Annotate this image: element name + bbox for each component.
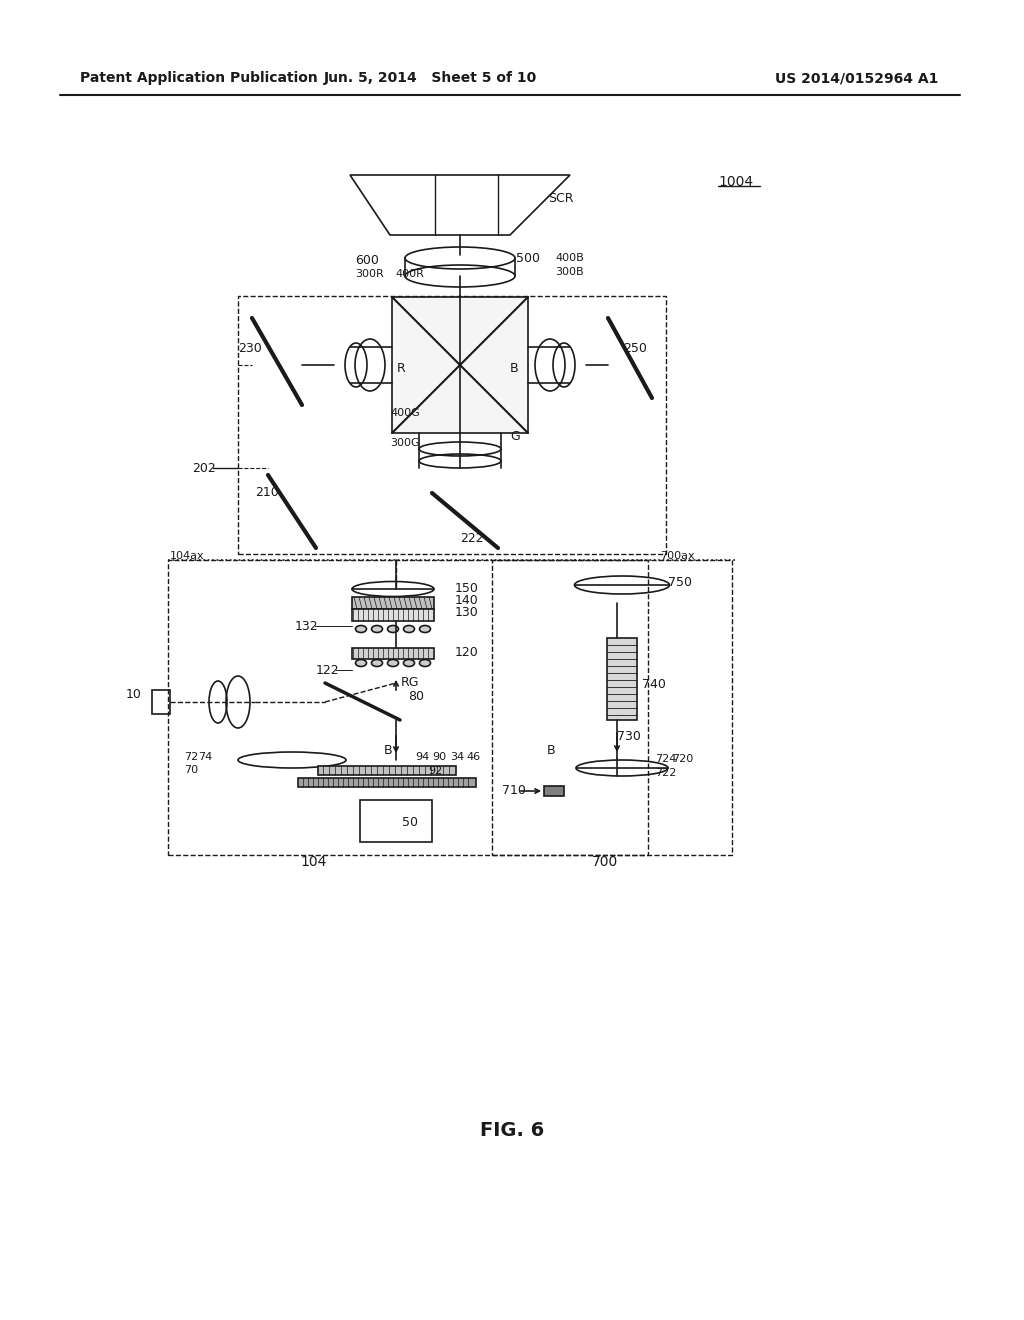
Text: 104: 104 (300, 855, 327, 869)
Text: 90: 90 (432, 752, 446, 762)
Text: 120: 120 (455, 645, 479, 659)
Bar (318, 766, 456, 775)
Bar (152, 690, 170, 714)
Text: 34: 34 (450, 752, 464, 762)
Text: 250: 250 (623, 342, 647, 355)
Text: 722: 722 (655, 768, 677, 777)
Text: 94: 94 (415, 752, 429, 762)
Text: 720: 720 (672, 754, 693, 764)
Text: 600: 600 (355, 253, 379, 267)
Text: 230: 230 (238, 342, 262, 355)
Text: 74: 74 (198, 752, 212, 762)
Text: 300R: 300R (355, 269, 384, 279)
Text: 730: 730 (617, 730, 641, 742)
Text: 400B: 400B (555, 253, 584, 263)
Text: 92: 92 (428, 766, 442, 776)
Bar (607, 638, 637, 719)
Text: 130: 130 (455, 606, 479, 619)
Text: G: G (510, 429, 520, 442)
Text: 122: 122 (316, 664, 340, 676)
Text: 700ax: 700ax (660, 550, 694, 561)
Text: 500: 500 (516, 252, 540, 264)
Ellipse shape (387, 626, 398, 632)
Text: 104ax: 104ax (170, 550, 205, 561)
Ellipse shape (355, 626, 367, 632)
Bar (168, 560, 648, 855)
Ellipse shape (403, 626, 415, 632)
Text: 400R: 400R (395, 269, 424, 279)
Text: 150: 150 (455, 582, 479, 594)
Text: R: R (397, 362, 406, 375)
Text: 724: 724 (655, 754, 677, 764)
Text: 202: 202 (193, 462, 216, 474)
Text: FIG. 6: FIG. 6 (480, 1121, 544, 1139)
Text: 140: 140 (455, 594, 479, 607)
Text: 10: 10 (126, 689, 142, 701)
Bar (352, 609, 434, 620)
Text: 80: 80 (408, 690, 424, 704)
Bar (492, 560, 732, 855)
Bar (238, 296, 666, 554)
Text: 132: 132 (295, 619, 318, 632)
Bar (298, 777, 476, 787)
Ellipse shape (403, 660, 415, 667)
Text: 72: 72 (184, 752, 199, 762)
Text: RG: RG (401, 676, 420, 689)
Bar (352, 597, 434, 609)
Text: 710: 710 (502, 784, 526, 796)
Text: 222: 222 (460, 532, 483, 544)
Bar (360, 800, 432, 842)
Text: 46: 46 (466, 752, 480, 762)
Text: SCR: SCR (548, 191, 573, 205)
Text: 750: 750 (668, 577, 692, 590)
Text: 400G: 400G (390, 408, 420, 418)
Text: B: B (384, 743, 392, 756)
Text: US 2014/0152964 A1: US 2014/0152964 A1 (775, 71, 938, 84)
Ellipse shape (387, 660, 398, 667)
Text: 1004: 1004 (718, 176, 753, 189)
Text: 740: 740 (642, 678, 666, 692)
Text: B: B (510, 362, 518, 375)
Text: Patent Application Publication: Patent Application Publication (80, 71, 317, 84)
Ellipse shape (420, 660, 430, 667)
Bar (544, 785, 564, 796)
Bar (392, 297, 528, 433)
Text: 210: 210 (255, 486, 279, 499)
Text: Jun. 5, 2014   Sheet 5 of 10: Jun. 5, 2014 Sheet 5 of 10 (324, 71, 537, 84)
Bar (352, 648, 434, 659)
Text: 300B: 300B (555, 267, 584, 277)
Text: 700: 700 (592, 855, 618, 869)
Text: 300G: 300G (390, 438, 420, 447)
Text: 70: 70 (184, 766, 198, 775)
Ellipse shape (420, 626, 430, 632)
Ellipse shape (355, 660, 367, 667)
Ellipse shape (372, 660, 383, 667)
Text: 50: 50 (402, 817, 418, 829)
Text: B: B (547, 743, 556, 756)
Ellipse shape (372, 626, 383, 632)
